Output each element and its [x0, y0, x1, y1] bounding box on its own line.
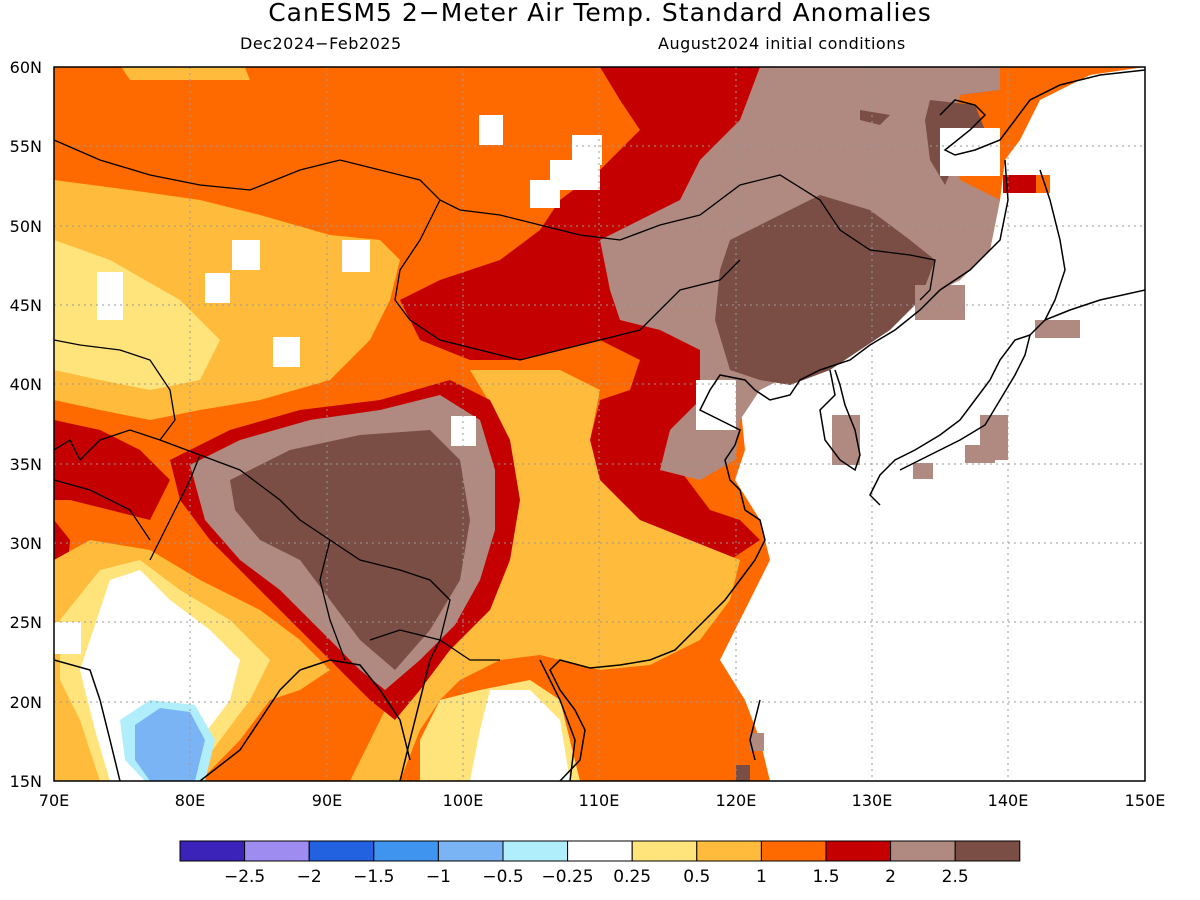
y-tick-label: 15N	[10, 772, 42, 791]
forecast-period: Dec2024−Feb2025	[240, 34, 402, 53]
x-tick-label: 80E	[175, 791, 205, 810]
y-tick-labels: 15N 20N 25N 30N 35N 40N 45N 50N 55N 60N	[10, 58, 42, 791]
y-tick-label: 55N	[10, 137, 42, 156]
y-tick-label: 40N	[10, 375, 42, 394]
x-tick-labels: 70E 80E 90E 100E 110E 120E 130E 140E 150…	[39, 791, 1166, 810]
colorbar-label: −2	[297, 867, 322, 887]
colorbar-swatch	[696, 840, 762, 862]
colorbar-label: 2	[885, 867, 896, 887]
colorbar-label: −0.25	[542, 867, 594, 887]
colorbar-swatch	[567, 840, 633, 862]
colorbar-swatch	[179, 840, 246, 862]
colorbar-swatch	[890, 840, 956, 862]
y-tick-label: 30N	[10, 534, 42, 553]
y-tick-label: 35N	[10, 455, 42, 474]
y-tick-label: 25N	[10, 613, 42, 632]
colorbar-swatch	[244, 840, 310, 862]
colorbar-swatch	[308, 840, 375, 862]
x-tick-label: 120E	[716, 791, 757, 810]
x-tick-label: 70E	[39, 791, 69, 810]
colorbar-label: −1	[426, 867, 451, 887]
field-neg-0.5-1	[135, 708, 205, 781]
colorbar-label: −2.5	[224, 867, 265, 887]
colorbar-label: 2.5	[942, 867, 969, 887]
field-neutral-east	[720, 67, 1145, 781]
x-tick-label: 100E	[443, 791, 484, 810]
colorbar-swatch	[760, 840, 827, 862]
coastlines	[54, 69, 1145, 781]
map-title: CanESM5 2−Meter Air Temp. Standard Anoma…	[268, 0, 932, 27]
field-above-2.5-manchuria	[715, 195, 935, 385]
colorbar-swatch	[825, 840, 892, 862]
anomaly-fields	[54, 67, 1145, 781]
y-tick-label: 50N	[10, 217, 42, 236]
y-tick-label: 45N	[10, 296, 42, 315]
colorbar-label: −1.5	[353, 867, 394, 887]
x-tick-label: 150E	[1125, 791, 1166, 810]
y-tick-label: 60N	[10, 58, 42, 77]
colorbar-label: 1	[756, 867, 767, 887]
field-0.25-0.5-west	[54, 240, 220, 390]
x-tick-label: 140E	[988, 791, 1029, 810]
colorbar-label: 0.25	[613, 867, 651, 887]
colorbar: −2.5 −2 −1.5 −1 −0.5 −0.25 0.25 0.5 1 1.5 2 2.5	[179, 840, 1021, 887]
colorbar-label: 1.5	[812, 867, 839, 887]
colorbar-swatch	[437, 840, 504, 862]
y-tick-label: 20N	[10, 693, 42, 712]
field-above-2.5-tibet	[230, 430, 470, 670]
colorbar-label: 0.5	[683, 867, 710, 887]
initial-conditions: August2024 initial conditions	[658, 34, 906, 53]
colorbar-swatch	[954, 840, 1021, 862]
colorbar-swatch	[373, 840, 439, 862]
x-tick-label: 90E	[312, 791, 342, 810]
colorbar-swatch	[502, 840, 569, 862]
country-borders	[54, 139, 936, 661]
colorbar-label: −0.5	[482, 867, 523, 887]
colorbar-swatch	[631, 840, 698, 862]
x-tick-label: 110E	[579, 791, 620, 810]
x-tick-label: 130E	[852, 791, 893, 810]
grid-lines	[54, 67, 1145, 781]
map-frame	[53, 66, 1146, 782]
field-0.5-1-south	[350, 370, 740, 781]
